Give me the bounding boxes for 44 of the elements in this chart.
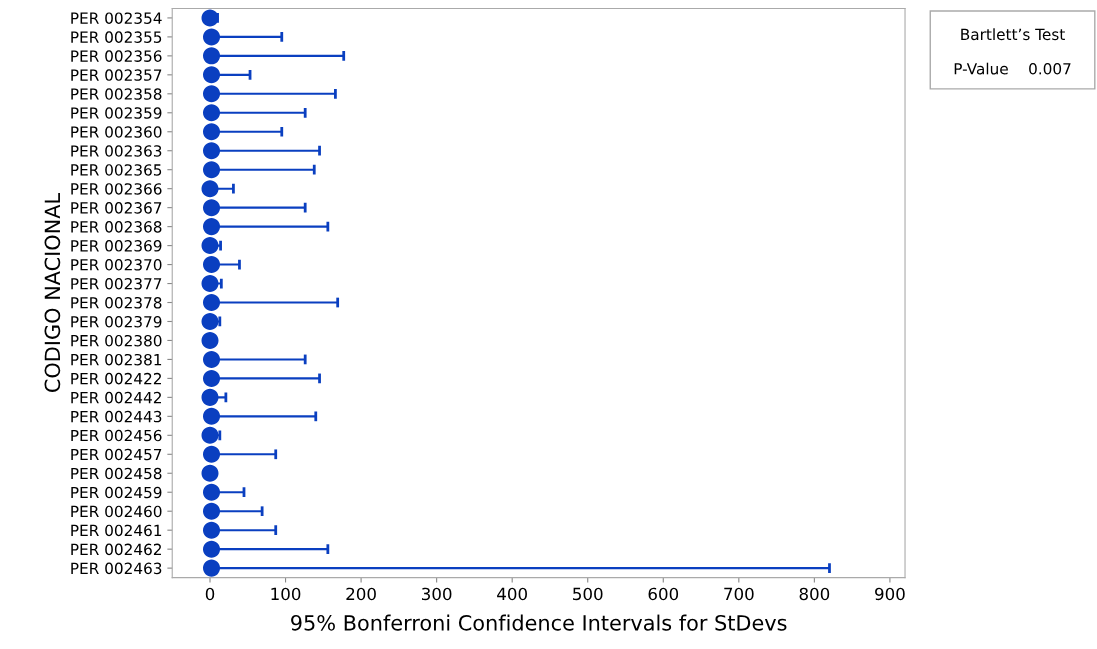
y-tick-label: PER 002365	[71, 164, 162, 176]
x-tick-label: 100	[271, 587, 301, 601]
y-tick-label: PER 002443	[71, 410, 162, 423]
y-tick-label: PER 002357	[71, 69, 162, 81]
x-tick-label: 900	[875, 587, 905, 601]
x-tick-label: 700	[724, 587, 754, 601]
y-tick-label: PER 002368	[71, 221, 162, 233]
y-tick-label: PER 002358	[71, 88, 162, 100]
text: Bartlett’s Test	[961, 28, 1065, 41]
y-tick-label: PER 002363	[71, 145, 162, 157]
y-tick-label: PER 002378	[71, 296, 162, 309]
x-tick-label: 0	[205, 587, 215, 601]
x-tick-label: 800	[799, 587, 830, 601]
y-tick-label: PER 002354	[71, 12, 162, 24]
y-tick-label: PER 002366	[71, 183, 162, 195]
y-tick-label: PER 002442	[71, 391, 161, 404]
text: P-Value 0.007	[954, 62, 1071, 75]
y-tick-label: PER 002367	[71, 202, 162, 214]
y-tick-label: PER 002356	[71, 50, 162, 62]
x-tick-label: 500	[573, 587, 603, 601]
x-axis-title: 95% Bonferroni Confidence Intervals for StDevs	[291, 614, 787, 631]
y-tick-label: PER 002458	[71, 467, 162, 480]
y-tick-label: PER 002381	[71, 353, 162, 366]
x-tick-label: 600	[648, 587, 679, 601]
y-tick-label: PER 002360	[71, 126, 162, 138]
y-tick-label: PER 002457	[71, 448, 162, 461]
y-tick-label: PER 002460	[71, 505, 162, 518]
y-tick-label: PER 002369	[71, 240, 162, 252]
y-tick-label: PER 002380	[71, 334, 162, 347]
y-tick-label: PER 002377	[71, 278, 162, 290]
y-axis-title: CODIGO NACIONAL	[44, 192, 61, 393]
y-tick-label: PER 002359	[71, 107, 162, 119]
y-tick-label: PER 002459	[71, 486, 162, 499]
y-tick-label: PER 002462	[71, 543, 161, 556]
y-tick-label: PER 002422	[71, 372, 161, 385]
y-tick-label: PER 002463	[71, 562, 162, 575]
x-tick-label: 400	[497, 587, 527, 601]
x-tick-label: 200	[346, 587, 376, 601]
y-tick-label: PER 002370	[71, 259, 162, 271]
x-tick-label: 300	[422, 587, 452, 601]
y-tick-label: PER 002461	[71, 524, 162, 537]
y-tick-label: PER 002379	[71, 315, 162, 328]
y-tick-label: PER 002456	[71, 429, 162, 442]
y-tick-label: PER 002355	[71, 31, 162, 43]
